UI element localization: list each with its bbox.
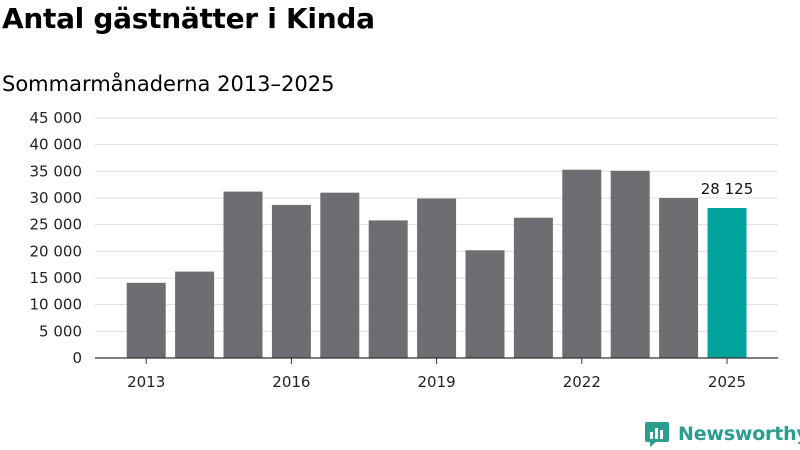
bar-2019 <box>417 198 457 358</box>
bar-2018 <box>368 220 408 358</box>
bar-2016 <box>271 204 311 358</box>
x-tick-label: 2016 <box>272 373 310 391</box>
y-tick-label: 40 000 <box>30 136 83 154</box>
x-tick-label: 2022 <box>563 373 601 391</box>
bar-2024 <box>659 198 699 358</box>
bar-2025 <box>707 208 747 358</box>
y-tick-label: 15 000 <box>30 269 83 287</box>
y-tick-label: 0 <box>72 349 82 367</box>
bar-2017 <box>320 192 360 358</box>
y-tick-label: 30 000 <box>30 189 83 207</box>
y-tick-label: 35 000 <box>30 162 83 180</box>
bar-2023 <box>610 170 650 358</box>
y-tick-label: 5 000 <box>39 322 82 340</box>
x-axis-ticks: 2013 2016 2019 2022 2025 <box>95 357 778 391</box>
bar-2013 <box>126 282 166 358</box>
y-tick-label: 10 000 <box>30 296 83 314</box>
bar-2015 <box>223 191 263 358</box>
x-tick-label: 2025 <box>708 373 746 391</box>
chart-title: Antal gästnätter i Kinda <box>2 2 375 35</box>
data-labels: 28 125 <box>701 180 754 198</box>
x-tick-label: 2019 <box>418 373 456 391</box>
bars <box>126 169 747 358</box>
newsworthy-logo: Newsworthy <box>644 420 800 448</box>
x-tick-label: 2013 <box>127 373 165 391</box>
y-tick-label: 25 000 <box>30 216 83 234</box>
y-tick-label: 20 000 <box>30 242 83 260</box>
bar-2014 <box>175 271 215 358</box>
newsworthy-logo-icon <box>645 422 669 447</box>
logo-text: Newsworthy <box>678 423 800 445</box>
bar-2022 <box>562 169 602 358</box>
y-axis-ticks: 0 5 000 10 000 15 000 20 000 25 000 30 000 35 0… <box>30 109 83 367</box>
bar-2021 <box>513 217 553 358</box>
y-tick-label: 45 000 <box>30 109 83 127</box>
chart-subtitle: Sommarmånaderna 2013–2025 <box>2 72 335 96</box>
bar-2020 <box>465 250 505 358</box>
data-label-2025: 28 125 <box>701 180 754 198</box>
